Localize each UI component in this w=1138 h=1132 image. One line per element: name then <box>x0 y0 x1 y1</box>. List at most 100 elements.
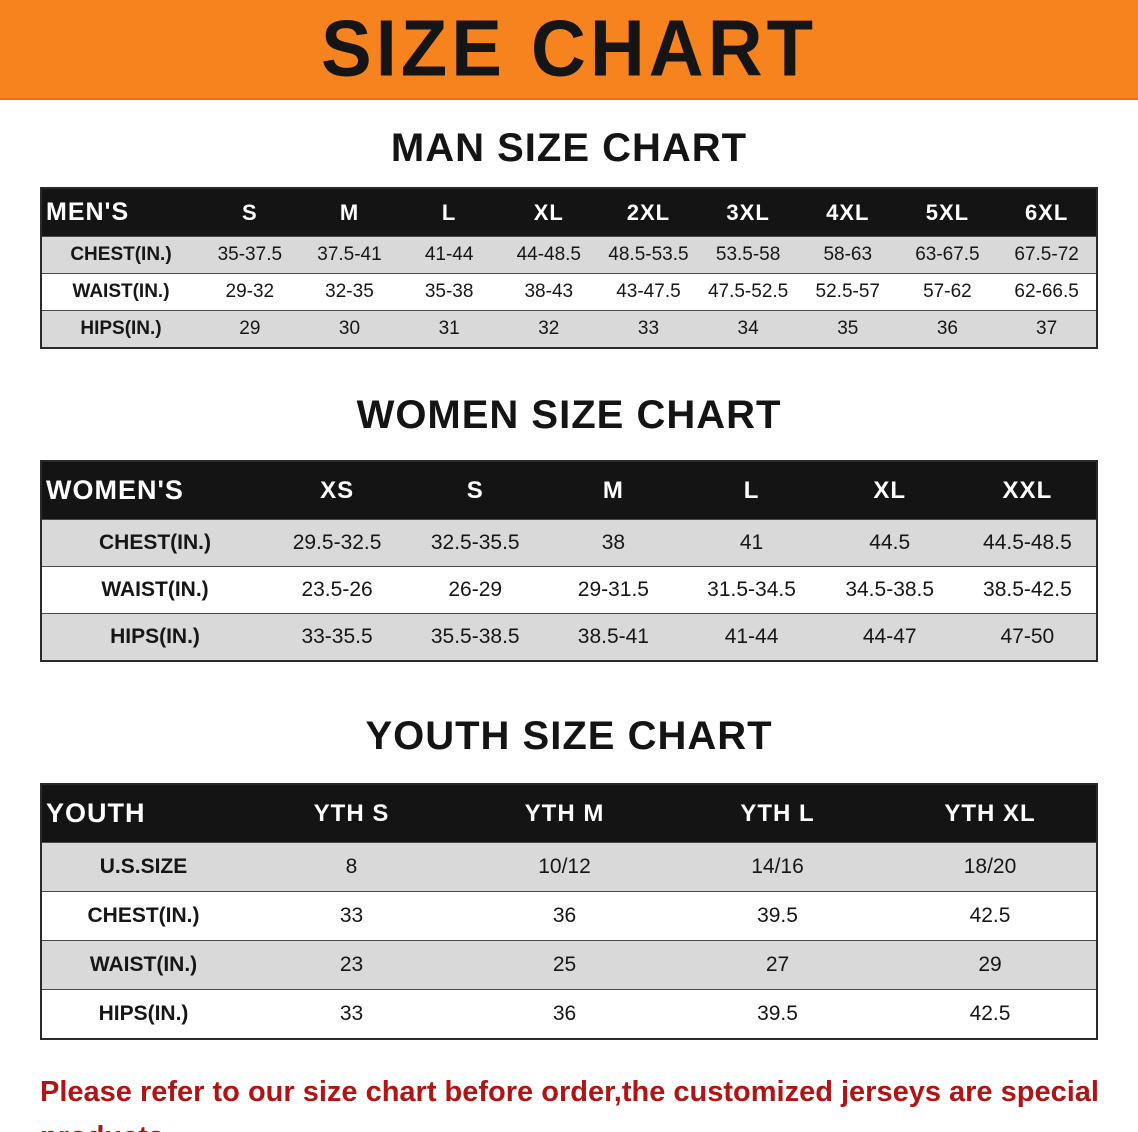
row-label-cell: HIPS(IN.) <box>41 613 268 661</box>
row-label-cell: WAIST(IN.) <box>41 566 268 614</box>
row-label-cell: WAIST(IN.) <box>41 940 245 990</box>
table-row: WAIST(IN.) 29-32 32-35 35-38 38-43 43-47.5 47.… <box>41 273 1097 311</box>
women-size-chart-heading: WOMEN SIZE CHART <box>356 393 782 437</box>
banner: SIZE CHART <box>0 0 1138 100</box>
size-value-cell: 27 <box>671 940 884 990</box>
table-title-cell: WOMEN'S <box>41 461 268 520</box>
size-value-cell: 14/16 <box>671 842 884 892</box>
size-value-cell: 63-67.5 <box>897 236 998 274</box>
youth-size-chart-heading: YOUTH SIZE CHART <box>365 714 773 758</box>
size-value-cell: 23.5-26 <box>268 566 407 614</box>
header-row: WOMEN'S XS S M L XL XXL <box>41 461 1097 520</box>
size-value-cell: 18/20 <box>884 842 1097 892</box>
size-value-cell: 33 <box>598 310 699 348</box>
size-value-cell: 35.5-38.5 <box>406 613 545 661</box>
size-value-cell: 33 <box>245 989 458 1039</box>
size-value-cell: 38.5-42.5 <box>958 566 1097 614</box>
men-size-chart-heading: MAN SIZE CHART <box>390 126 748 170</box>
size-value-cell: 67.5-72 <box>997 236 1097 274</box>
size-value-cell: 58-63 <box>797 236 898 274</box>
size-value-cell: 8 <box>245 842 458 892</box>
youth-size-table: YOUTH YTH S YTH M YTH L YTH XL U.S.SIZE 8 10/12… <box>40 783 1098 1040</box>
table-row: HIPS(IN.) 29 30 31 32 33 34 35 36 37 <box>41 310 1097 348</box>
size-value-cell: 35-37.5 <box>200 236 300 274</box>
size-column-header: YTH XL <box>884 784 1097 843</box>
size-value-cell: 30 <box>299 310 400 348</box>
table-row: HIPS(IN.) 33-35.5 35.5-38.5 38.5-41 41-44 44-… <box>41 613 1097 661</box>
size-value-cell: 44-48.5 <box>498 236 599 274</box>
size-value-cell: 35 <box>797 310 898 348</box>
size-value-cell: 47.5-52.5 <box>698 273 798 311</box>
size-value-cell: 39.5 <box>671 891 884 941</box>
size-value-cell: 42.5 <box>884 891 1097 941</box>
size-column-header: S <box>406 461 545 520</box>
row-label-cell: HIPS(IN.) <box>41 310 200 348</box>
table-title-cell: MEN'S <box>41 188 200 237</box>
size-column-header: XXL <box>958 461 1097 520</box>
size-column-header: 6XL <box>997 188 1097 237</box>
table-row: U.S.SIZE 8 10/12 14/16 18/20 <box>41 842 1097 892</box>
size-column-header: 4XL <box>797 188 898 237</box>
size-value-cell: 57-62 <box>897 273 998 311</box>
header-row: YOUTH YTH S YTH M YTH L YTH XL <box>41 784 1097 843</box>
footer-note: Please refer to our size chart before or… <box>40 1070 1100 1132</box>
size-value-cell: 33 <box>245 891 458 941</box>
size-value-cell: 29-32 <box>200 273 300 311</box>
table-row: WAIST(IN.) 23.5-26 26-29 29-31.5 31.5-34.5 34… <box>41 566 1097 614</box>
size-value-cell: 32.5-35.5 <box>406 519 545 567</box>
size-value-cell: 32 <box>498 310 599 348</box>
size-column-header: 3XL <box>698 188 798 237</box>
size-value-cell: 32-35 <box>299 273 400 311</box>
header-row: MEN'S S M L XL 2XL 3XL 4XL 5XL 6XL <box>41 188 1097 237</box>
size-value-cell: 52.5-57 <box>797 273 898 311</box>
size-value-cell: 42.5 <box>884 989 1097 1039</box>
size-column-header: 2XL <box>598 188 699 237</box>
footer-note-line1: Please refer to our size chart before or… <box>40 1076 1099 1132</box>
size-column-header: L <box>399 188 499 237</box>
size-value-cell: 34.5-38.5 <box>820 566 959 614</box>
table-row: CHEST(IN.) 35-37.5 37.5-41 41-44 44-48.5 48.5… <box>41 236 1097 274</box>
size-value-cell: 44.5 <box>820 519 959 567</box>
size-value-cell: 44-47 <box>820 613 959 661</box>
size-value-cell: 41 <box>682 519 821 567</box>
size-value-cell: 62-66.5 <box>997 273 1097 311</box>
size-value-cell: 36 <box>458 891 671 941</box>
men-size-table: MEN'S S M L XL 2XL 3XL 4XL 5XL 6XL CHEST(IN.) 35-37… <box>40 187 1098 349</box>
size-value-cell: 38-43 <box>498 273 599 311</box>
size-column-header: M <box>299 188 400 237</box>
size-value-cell: 34 <box>698 310 798 348</box>
size-value-cell: 29 <box>884 940 1097 990</box>
size-value-cell: 31 <box>399 310 499 348</box>
size-column-header: L <box>682 461 821 520</box>
row-label-cell: CHEST(IN.) <box>41 236 200 274</box>
banner-title: SIZE CHART <box>321 3 817 94</box>
size-value-cell: 38 <box>544 519 683 567</box>
size-value-cell: 38.5-41 <box>544 613 683 661</box>
size-value-cell: 29.5-32.5 <box>268 519 407 567</box>
size-column-header: XL <box>498 188 599 237</box>
size-value-cell: 29 <box>200 310 300 348</box>
size-value-cell: 53.5-58 <box>698 236 798 274</box>
row-label-cell: WAIST(IN.) <box>41 273 200 311</box>
size-value-cell: 37.5-41 <box>299 236 400 274</box>
table-row: WAIST(IN.) 23 25 27 29 <box>41 940 1097 990</box>
size-value-cell: 36 <box>897 310 998 348</box>
size-value-cell: 25 <box>458 940 671 990</box>
size-value-cell: 36 <box>458 989 671 1039</box>
row-label-cell: CHEST(IN.) <box>41 891 245 941</box>
size-column-header: YTH L <box>671 784 884 843</box>
size-column-header: 5XL <box>897 188 998 237</box>
size-value-cell: 48.5-53.5 <box>598 236 699 274</box>
size-value-cell: 41-44 <box>682 613 821 661</box>
size-column-header: S <box>200 188 300 237</box>
size-column-header: M <box>544 461 683 520</box>
row-label-cell: HIPS(IN.) <box>41 989 245 1039</box>
size-value-cell: 29-31.5 <box>544 566 683 614</box>
size-value-cell: 43-47.5 <box>598 273 699 311</box>
table-row: HIPS(IN.) 33 36 39.5 42.5 <box>41 989 1097 1039</box>
size-column-header: YTH M <box>458 784 671 843</box>
size-value-cell: 39.5 <box>671 989 884 1039</box>
row-label-cell: U.S.SIZE <box>41 842 245 892</box>
size-value-cell: 10/12 <box>458 842 671 892</box>
